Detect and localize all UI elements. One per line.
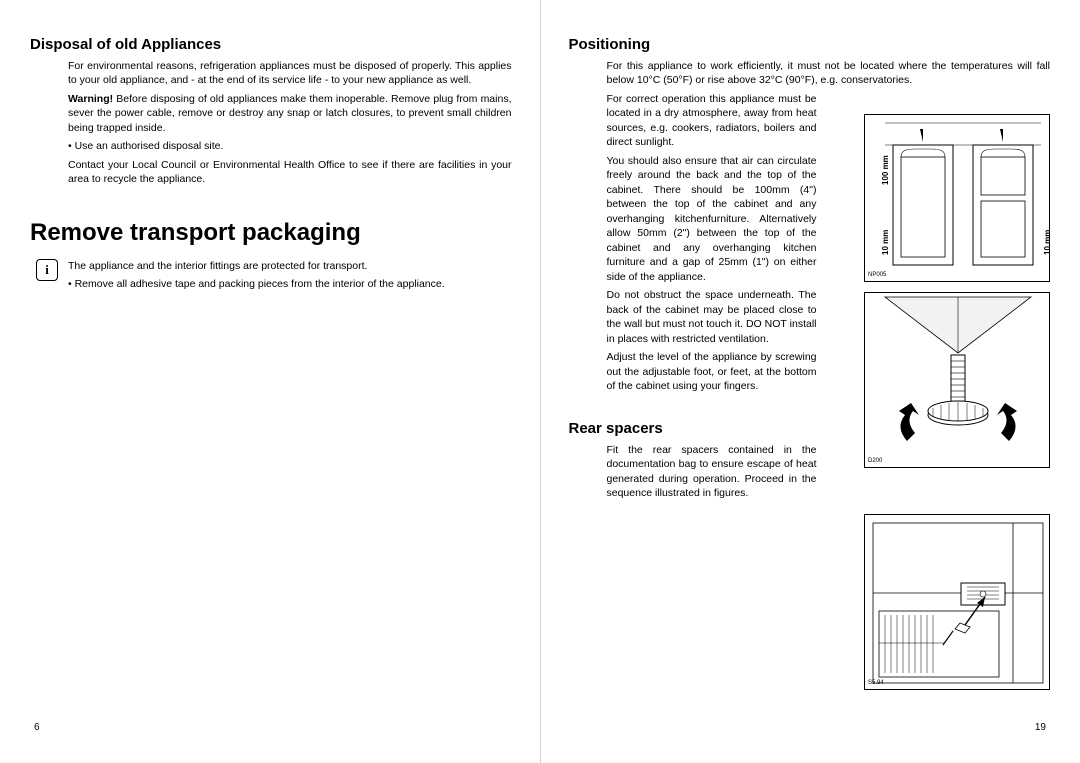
positioning-p4: Do not obstruct the space underneath. Th… [607,288,817,346]
positioning-heading: Positioning [569,36,1051,53]
rear-spacer-icon [865,515,1051,691]
remove-section: i The appliance and the interior fitting… [30,259,512,296]
remove-heading: Remove transport packaging [30,219,512,247]
page-number-left: 6 [34,722,40,733]
fig1-code: NP005 [868,272,886,278]
disposal-p3: Contact your Local Council or Environmen… [68,158,512,187]
disposal-p1: For environmental reasons, refrigeration… [68,59,512,88]
positioning-p2: For correct operation this appliance mus… [607,92,817,150]
page-number-right: 19 [1035,722,1046,733]
rear-narrow: Fit the rear spacers contained in the do… [607,443,817,501]
figure-positioning-clearance: 100 mm 10 mm 10 mm NP005 [864,114,1050,282]
disposal-bullet1: • Use an authorised disposal site. [68,139,512,153]
fig1-label-right: 10 mm [1043,230,1052,255]
remove-body: The appliance and the interior fittings … [68,259,512,292]
positioning-narrow: For correct operation this appliance mus… [607,92,817,394]
disposal-warning: Warning! Before disposing of old applian… [68,92,512,135]
positioning-p3: You should also ensure that air can circ… [607,154,817,284]
warning-body: Before disposing of old appliances make … [68,93,512,134]
fig2-code: D200 [868,458,882,464]
positioning-p5: Adjust the level of the appliance by scr… [607,350,817,393]
clearance-diagram-icon [865,115,1051,283]
fig1-label-top: 100 mm [881,155,890,185]
adjustable-foot-icon [865,293,1051,469]
figure-adjustable-foot: D200 [864,292,1050,468]
info-icon: i [36,259,58,281]
figure-rear-spacer: S5.94 [864,514,1050,690]
fig3-code: S5.94 [868,680,884,686]
remove-p1: The appliance and the interior fittings … [68,259,512,273]
rear-p1: Fit the rear spacers contained in the do… [607,443,817,501]
page-right: Positioning For this appliance to work e… [541,36,1051,733]
remove-bullet1: • Remove all adhesive tape and packing p… [68,277,512,291]
warning-label: Warning! [68,93,113,105]
disposal-body: For environmental reasons, refrigeration… [68,59,512,191]
positioning-p1: For this appliance to work efficiently, … [607,59,1051,88]
disposal-heading: Disposal of old Appliances [30,36,512,53]
page-left: Disposal of old Appliances For environme… [30,36,540,733]
fig1-label-left: 10 mm [881,230,890,255]
